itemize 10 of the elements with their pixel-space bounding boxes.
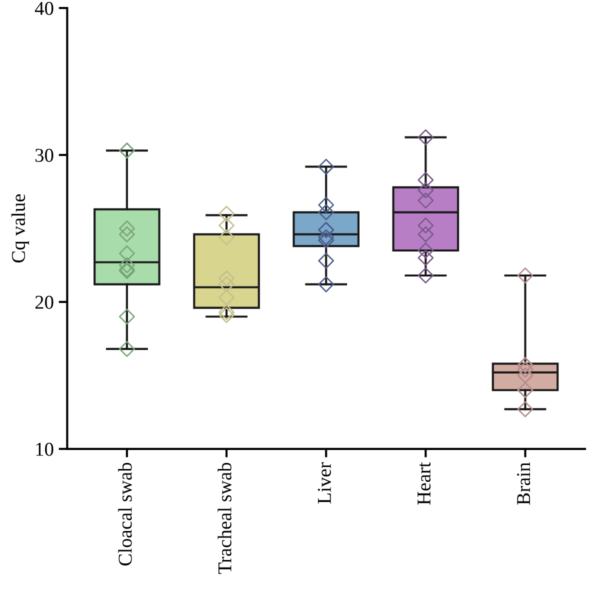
x-tick-label: Heart xyxy=(418,462,431,505)
x-tick-label: Brain xyxy=(517,462,530,505)
x-tick-label: Tracheal swab xyxy=(218,462,232,574)
x-tick-label: Cloacal swab xyxy=(118,462,132,566)
y-tick-label: 20 xyxy=(35,296,54,309)
x-tick-label: Liver xyxy=(318,462,331,504)
y-axis-title: Cq value xyxy=(11,194,30,262)
y-tick-label: 10 xyxy=(36,442,54,456)
y-tick-label: 40 xyxy=(34,2,54,15)
y-tick-label: 30 xyxy=(35,148,54,162)
